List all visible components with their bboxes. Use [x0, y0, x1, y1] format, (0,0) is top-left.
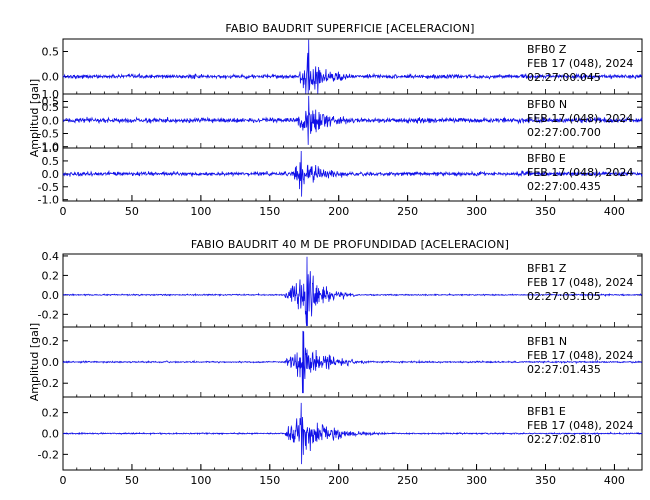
start-time-label: 02:27:00.045: [527, 71, 601, 84]
y-tick-label: -0.2: [38, 448, 59, 461]
waveform-trace: [62, 256, 643, 327]
y-tick-label: 0.5: [42, 46, 60, 59]
date-label: FEB 17 (048), 2024: [527, 349, 633, 362]
date-label: FEB 17 (048), 2024: [527, 57, 633, 70]
station-channel-label: BFB1 E: [527, 405, 566, 418]
start-time-label: 02:27:02.810: [527, 433, 601, 446]
date-label: FEB 17 (048), 2024: [527, 276, 633, 289]
x-tick-label: 350: [535, 474, 556, 487]
chart-surface: FABIO BAUDRIT SUPERFICIE [ACELERACION] A…: [28, 22, 643, 218]
y-tick-label: 0.5: [42, 101, 60, 114]
waveform-trace: [62, 151, 643, 197]
waveform-trace: [62, 330, 643, 394]
station-channel-label: BFB1 Z: [527, 262, 567, 275]
y-tick-label: 0.0: [42, 168, 60, 181]
y-axis-label: Amplitud [gal]: [28, 79, 41, 157]
x-tick-label: 150: [259, 205, 280, 218]
x-tick-label: 250: [397, 205, 418, 218]
station-channel-label: BFB0 Z: [527, 43, 567, 56]
x-axis: 0 50 100 150 200 250 300 350 400: [60, 195, 625, 218]
station-channel-label: BFB1 N: [527, 335, 567, 348]
station-channel-label: BFB0 N: [527, 98, 567, 111]
y-tick-label: -0.5: [38, 181, 59, 194]
y-tick-label: 0.2: [42, 407, 60, 420]
y-tick-label: -1.0: [38, 194, 59, 207]
y-tick-label: 0.2: [42, 269, 60, 282]
y-tick-label: 0.0: [42, 428, 60, 441]
start-time-label: 02:27:00.700: [527, 126, 601, 139]
x-tick-label: 200: [328, 474, 349, 487]
x-axis: 0 50 100 150 200 250 300 350 400: [60, 464, 625, 487]
x-tick-label: 300: [466, 205, 487, 218]
start-time-label: 02:27:00.435: [527, 180, 601, 193]
x-tick-label: 0: [60, 205, 67, 218]
x-tick-label: 250: [397, 474, 418, 487]
y-tick-label: 0.0: [42, 356, 60, 369]
chart-depth: FABIO BAUDRIT 40 M DE PROFUNDIDAD [ACELE…: [28, 238, 643, 487]
station-channel-label: BFB0 E: [527, 152, 566, 165]
y-tick-label: 1.0: [42, 88, 60, 101]
waveform-trace: [62, 39, 643, 94]
y-tick-label: 0.2: [42, 335, 60, 348]
y-tick-label: -0.2: [38, 377, 59, 390]
x-tick-label: 350: [535, 205, 556, 218]
y-tick-label: -0.5: [38, 128, 59, 141]
x-tick-label: 100: [190, 205, 211, 218]
x-tick-label: 300: [466, 474, 487, 487]
x-tick-label: 0: [60, 474, 67, 487]
x-tick-label: 50: [125, 474, 139, 487]
y-tick-label: 0.0: [42, 71, 60, 84]
y-tick-label: 0.0: [42, 289, 60, 302]
y-tick-label: -0.2: [38, 308, 59, 321]
x-tick-label: 50: [125, 205, 139, 218]
y-tick-label: -0.5: [38, 96, 59, 109]
x-tick-label: 100: [190, 474, 211, 487]
chart-title: FABIO BAUDRIT 40 M DE PROFUNDIDAD [ACELE…: [191, 238, 509, 251]
y-tick-label: 1.0: [42, 142, 60, 155]
y-tick-label: 0.5: [42, 155, 60, 168]
waveform-trace: [62, 402, 643, 465]
waveform-trace: [62, 95, 643, 145]
date-label: FEB 17 (048), 2024: [527, 112, 633, 125]
date-label: FEB 17 (048), 2024: [527, 419, 633, 432]
x-tick-label: 400: [604, 474, 625, 487]
start-time-label: 02:27:03.105: [527, 290, 601, 303]
start-time-label: 02:27:01.435: [527, 363, 601, 376]
y-axis-label: Amplitud [gal]: [28, 323, 41, 401]
chart-title: FABIO BAUDRIT SUPERFICIE [ACELERACION]: [225, 22, 474, 35]
x-tick-label: 200: [328, 205, 349, 218]
x-tick-label: 150: [259, 474, 280, 487]
y-tick-label: 0.0: [42, 114, 60, 127]
y-tick-label: -1.0: [38, 141, 59, 154]
x-tick-label: 400: [604, 205, 625, 218]
date-label: FEB 17 (048), 2024: [527, 166, 633, 179]
y-tick-label: 0.4: [42, 250, 60, 263]
